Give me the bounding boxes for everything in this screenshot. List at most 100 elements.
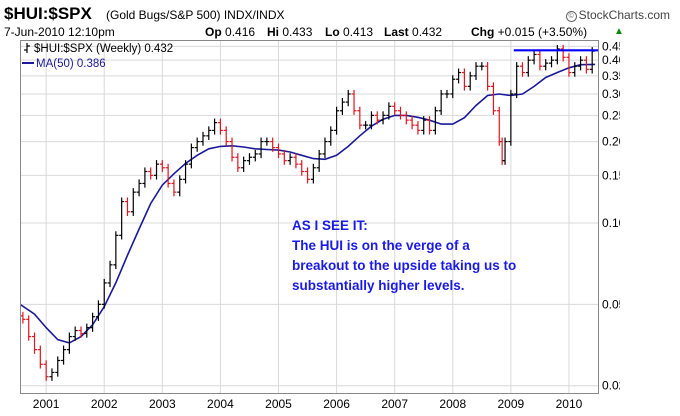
annotation: AS I SEE IT: The HUI is on the verge of … [292, 218, 516, 293]
y-tick-label: 0.100 [602, 216, 620, 230]
price-bar [502, 137, 508, 165]
change-quote: Chg +0.015 (+3.50%) [471, 25, 587, 39]
legend-ma-label: MA(50) 0.386 [36, 58, 106, 70]
price-bar [328, 126, 334, 146]
price-bar [276, 143, 282, 159]
price-bar [154, 160, 160, 180]
annotation-line-1: AS I SEE IT: [292, 218, 368, 233]
price-bar [194, 137, 200, 152]
low-value: 0.413 [343, 25, 374, 39]
price-bar [223, 126, 229, 146]
low-label: Lo [325, 25, 340, 39]
price-chart: 0.025 0.050 0.100 0.150 0.200 0.250 0.300 0.350… [20, 40, 620, 410]
price-bar [113, 231, 119, 270]
ohlc-bar-icon [24, 43, 30, 53]
ma-line [20, 63, 596, 344]
price-bar [84, 323, 90, 338]
x-tick-label: 2008 [439, 397, 466, 410]
high-quote: Hi 0.433 [267, 25, 312, 39]
plot-frame [20, 40, 599, 394]
last-value: 0.432 [412, 25, 443, 39]
price-bar [444, 89, 450, 99]
y-tick-label: 0.150 [602, 168, 620, 182]
price-bar [345, 89, 351, 107]
price-bar [554, 44, 560, 65]
price-bar [299, 160, 305, 176]
y-tick-label: 0.050 [602, 297, 620, 311]
y-axis: 0.025 0.050 0.100 0.150 0.200 0.250 0.300 0.350… [602, 40, 620, 393]
price-bar [549, 56, 555, 68]
price-bar [148, 167, 154, 180]
price-bar [305, 167, 311, 184]
chart-grid [20, 40, 598, 393]
price-bar [508, 89, 514, 146]
price-bar [171, 179, 177, 197]
price-bar [339, 98, 345, 115]
low-quote: Lo 0.413 [325, 25, 373, 39]
price-bar [159, 160, 165, 172]
last-quote: Last 0.432 [384, 25, 442, 39]
price-bar [66, 332, 72, 354]
price-bar [37, 345, 43, 369]
price-bar [525, 56, 531, 77]
chart-header: $HUI:$SPX (Gold Bugs/S&P 500) INDX/INDX … [0, 4, 680, 24]
price-bar [432, 106, 438, 135]
price-bar [212, 118, 218, 135]
y-tick-label: 0.300 [602, 87, 620, 101]
x-tick-label: 2005 [265, 397, 292, 410]
price-bar [270, 137, 276, 152]
price-bar [572, 62, 578, 77]
x-tick-label: 2007 [381, 397, 408, 410]
price-bar [467, 71, 473, 91]
price-bar [583, 56, 589, 74]
price-bar [334, 106, 340, 135]
price-bar [456, 68, 462, 84]
open-label: Op [205, 25, 222, 39]
price-bar [55, 356, 61, 377]
price-bar [403, 111, 409, 125]
price-bar [107, 260, 113, 288]
price-bar [566, 53, 572, 77]
price-bar [281, 149, 287, 165]
price-bar [357, 106, 363, 130]
quote-date: 7-Jun-2010 12:10pm [4, 25, 115, 39]
price-bar [415, 121, 421, 135]
ma-layer [20, 63, 596, 344]
price-bar [514, 62, 520, 99]
price-bar [322, 137, 328, 159]
price-bar [124, 197, 130, 216]
price-bar [351, 89, 357, 115]
price-bar [217, 118, 223, 135]
y-tick-label: 0.450 [602, 40, 620, 53]
price-bar [310, 163, 316, 184]
price-bar [200, 131, 206, 146]
price-bar [409, 116, 415, 130]
annotation-line-4: substantially higher levels. [292, 278, 465, 293]
x-tick-label: 2004 [207, 397, 234, 410]
price-bar [490, 82, 496, 115]
quote-row: 7-Jun-2010 12:10pm Op 0.416 Hi 0.433 Lo … [0, 24, 680, 40]
price-bar [316, 149, 322, 172]
price-bar [531, 50, 537, 65]
price-bar [386, 102, 392, 120]
price-bar [519, 62, 525, 77]
price-bar [130, 188, 136, 216]
open-value: 0.416 [225, 25, 256, 39]
price-bar [183, 160, 189, 184]
price-bar [543, 59, 549, 71]
price-bar [380, 111, 386, 125]
price-bar [32, 332, 38, 354]
price-bar [479, 62, 485, 71]
price-bar [496, 106, 502, 146]
price-bar [392, 102, 398, 115]
y-tick-label: 0.400 [602, 53, 620, 67]
open-quote: Op 0.416 [205, 25, 255, 39]
price-bar [95, 300, 101, 321]
price-bar [438, 89, 444, 115]
x-tick-label: 2009 [498, 397, 525, 410]
brand-attribution[interactable]: © StockCharts.com [565, 8, 670, 22]
price-bar [188, 143, 194, 169]
price-bar [264, 137, 270, 146]
price-bar [20, 311, 26, 324]
y-tick-label: 0.250 [602, 108, 620, 122]
